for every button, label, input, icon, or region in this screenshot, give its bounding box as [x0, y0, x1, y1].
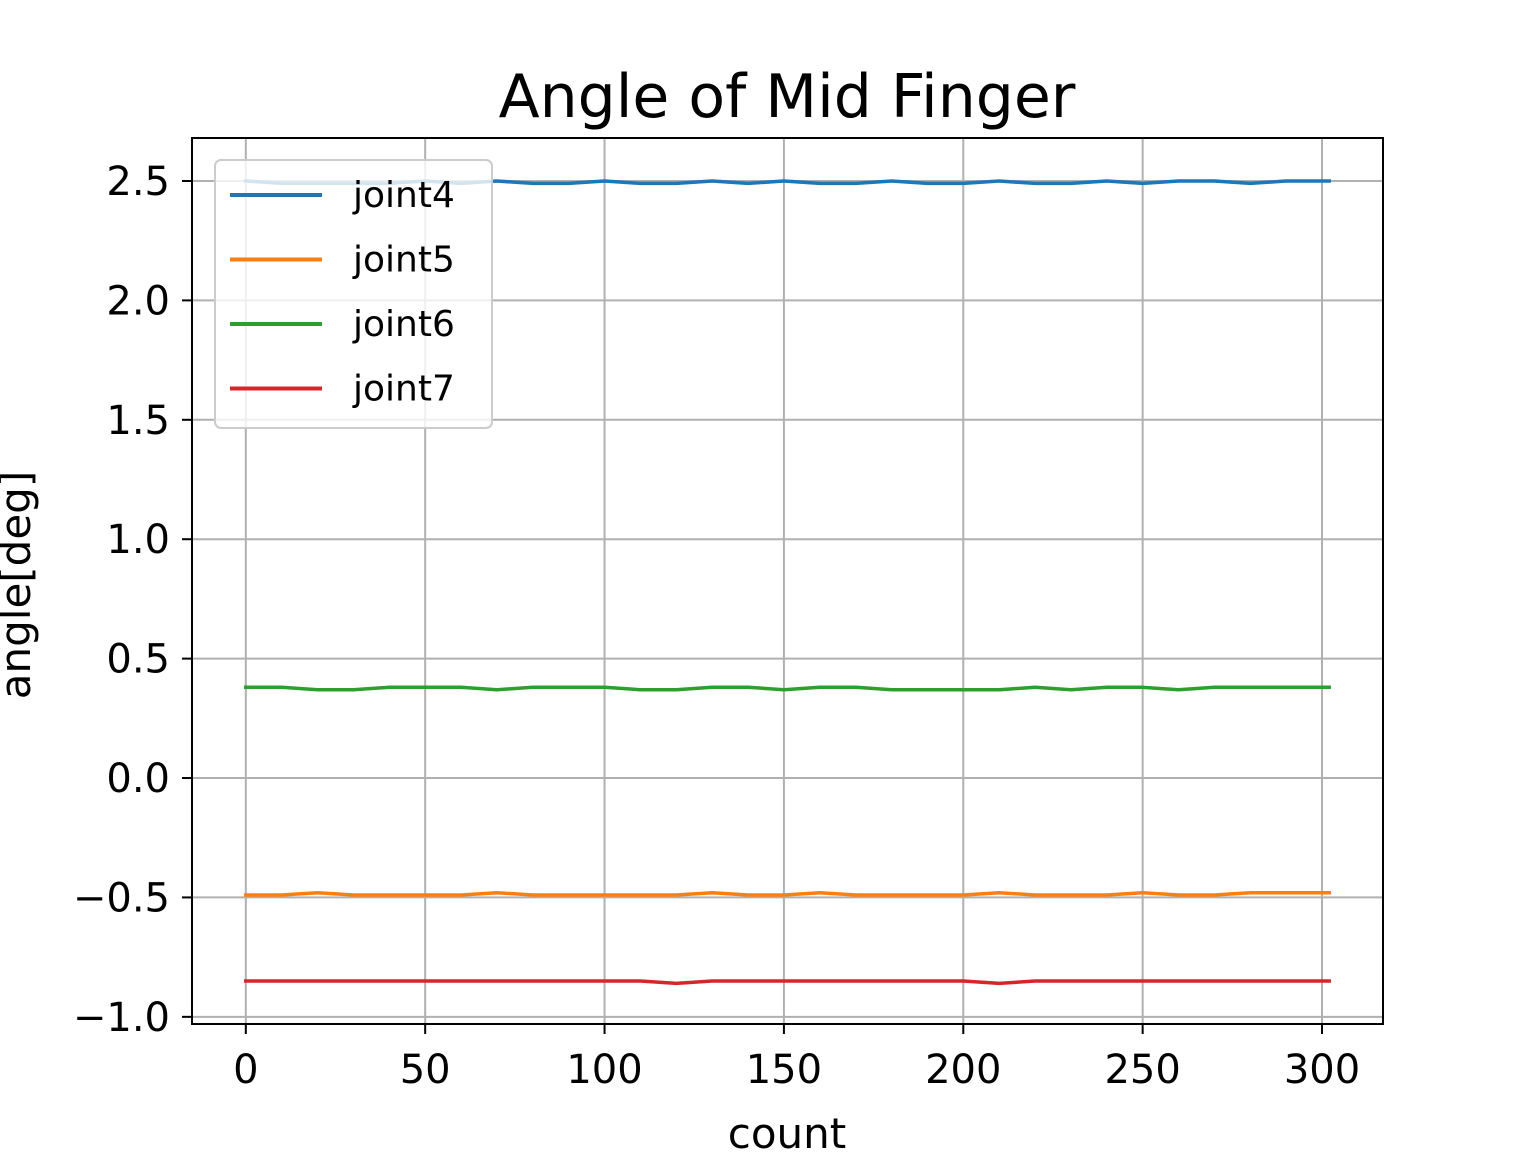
- grid: [192, 138, 1383, 1024]
- x-tick-label: 200: [925, 1047, 1001, 1093]
- legend-box: [214, 159, 493, 429]
- series-lines: [243, 179, 1331, 986]
- y-tick-label: −0.5: [73, 875, 170, 921]
- x-tick-label: 0: [233, 1047, 258, 1093]
- y-tick-label: 0.0: [106, 756, 170, 802]
- series-line-joint5: [244, 890, 1331, 897]
- y-axis-title: angle[deg]: [0, 471, 40, 699]
- series-line-joint6: [244, 685, 1331, 692]
- axis-ticks: 0 50 100 150 200 250 300 −1.0 −0.5 0.0 0.5 1.0 1.5 2.…: [73, 159, 1360, 1093]
- y-tick-label: 0.5: [106, 637, 170, 683]
- legend: joint4 joint5 joint6 joint7: [214, 159, 493, 429]
- plot-frame: [191, 137, 1384, 1025]
- x-tick-label: 150: [746, 1047, 822, 1093]
- x-tick-label: 50: [400, 1047, 451, 1093]
- x-tick-label: 300: [1284, 1047, 1360, 1093]
- y-tick-label: 1.0: [106, 517, 170, 563]
- legend-label-joint6: joint6: [352, 304, 455, 345]
- x-axis-title: count: [728, 1109, 847, 1152]
- chart-title: Angle of Mid Finger: [499, 62, 1076, 132]
- legend-label-joint4: joint4: [352, 175, 455, 216]
- y-tick-label: −1.0: [73, 995, 170, 1041]
- legend-label-joint7: joint7: [352, 369, 455, 410]
- y-tick-label: 1.5: [106, 398, 170, 444]
- x-tick-label: 250: [1104, 1047, 1180, 1093]
- series-line-joint7: [244, 979, 1331, 986]
- legend-label-joint5: joint5: [352, 240, 455, 281]
- y-tick-label: 2.5: [106, 159, 170, 205]
- y-tick-label: 2.0: [106, 278, 170, 324]
- x-tick-label: 100: [566, 1047, 642, 1093]
